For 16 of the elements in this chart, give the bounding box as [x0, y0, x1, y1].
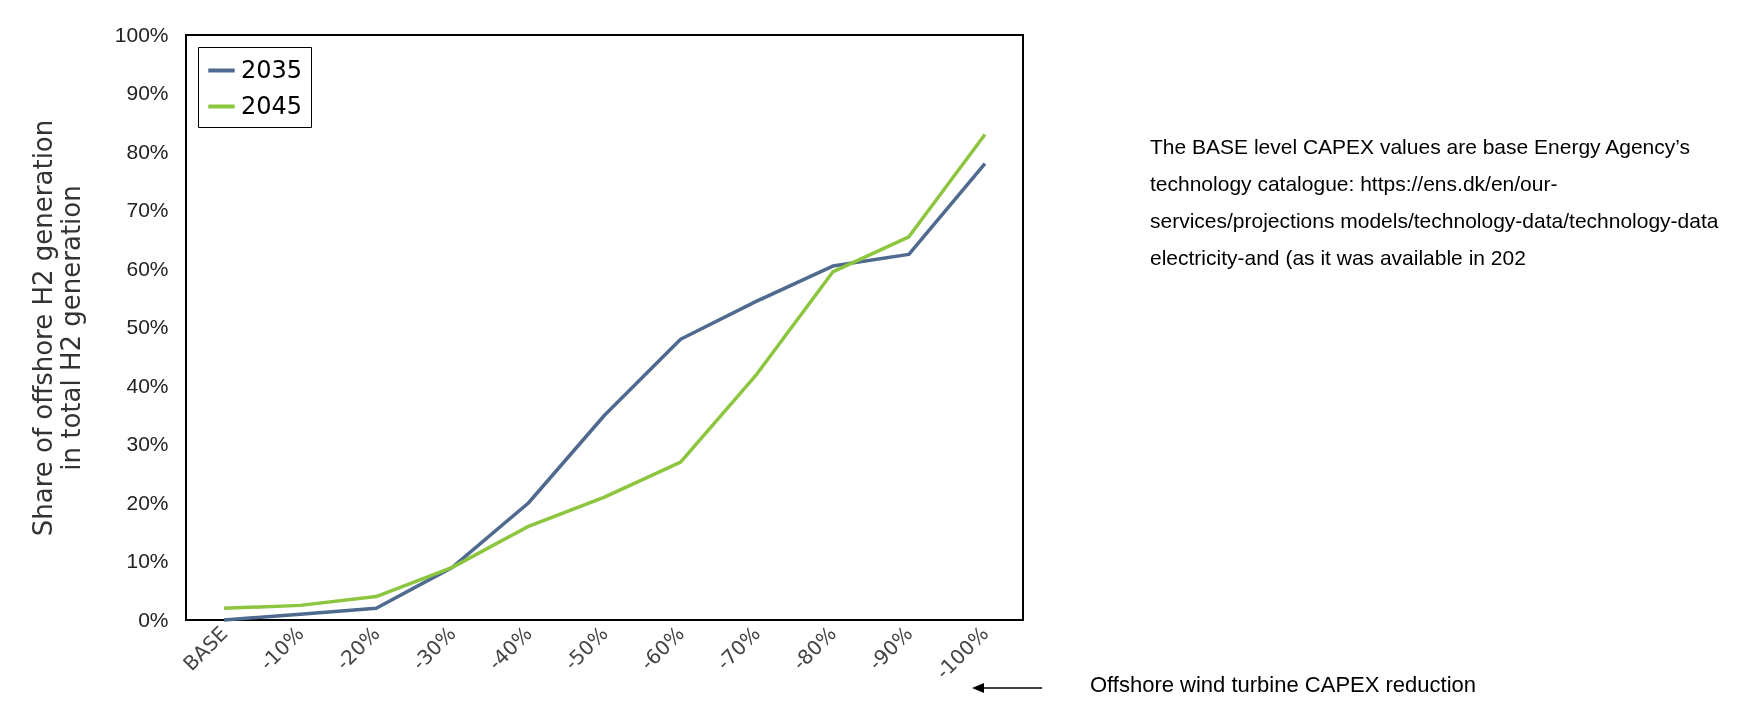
y-tick-label: 90%: [126, 81, 169, 104]
y-tick-label: 50%: [126, 315, 169, 338]
y-tick-label: 20%: [126, 490, 169, 514]
y-tick-label: 100%: [114, 22, 169, 46]
y-tick-label: 60%: [126, 256, 169, 280]
y-tick-label: 80%: [126, 139, 169, 163]
text: The BASE level CAPEX values are base Energy Agency’s technology catalogue: https://ens.dk/en/our-services/projections models/technology-data/technology-data electricity-and (as it was available in 202: [1150, 134, 1720, 271]
y-tick-label: 70%: [126, 198, 169, 221]
y-axis-title: Share of offshore H2 generation in total H2 generation: [27, 119, 86, 537]
legend-label: 2035: [241, 55, 303, 84]
legend-label: 2045: [241, 91, 303, 120]
y-tick-label: 40%: [126, 373, 169, 397]
y-tick-label: 10%: [126, 549, 169, 572]
y-tick-label: 0%: [138, 607, 169, 631]
x-axis-title: Offshore wind turbine CAPEX reduction: [1090, 672, 1477, 698]
y-tick-label: 30%: [126, 432, 169, 455]
